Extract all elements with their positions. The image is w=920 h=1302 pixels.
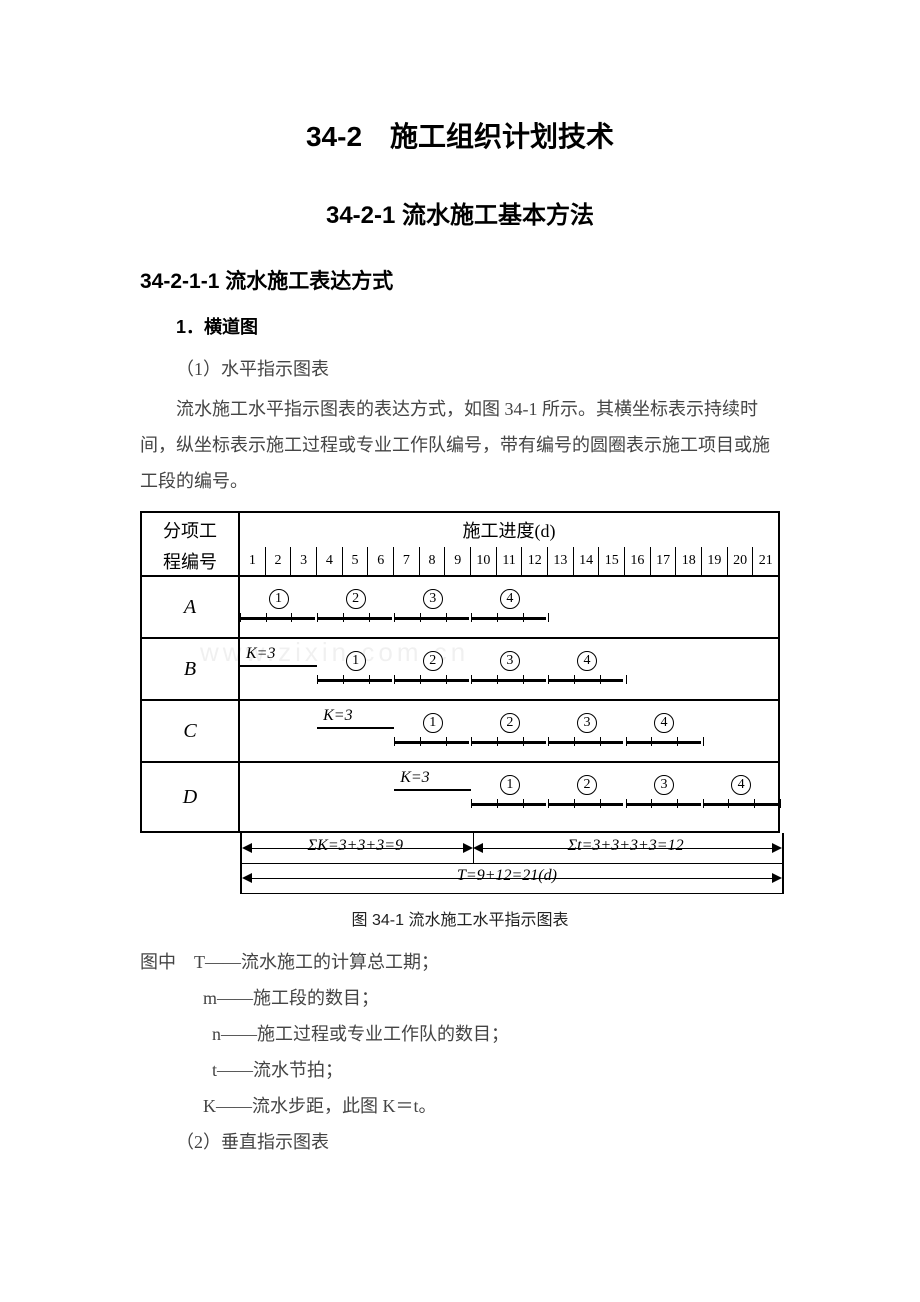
heading-bold-1: 1．横道图 <box>140 313 780 339</box>
paragraph: （2）垂直指示图表 <box>140 1124 780 1160</box>
k-label: K=3 <box>400 769 429 787</box>
legend-line: t——流水节拍； <box>140 1052 780 1088</box>
segment-number: 1 <box>500 775 520 795</box>
chart-row-canvas: 1 2 3 4 <box>240 577 780 639</box>
paragraph: （1）水平指示图表 <box>140 351 780 387</box>
chart-left-header: 分项工 <box>140 511 240 547</box>
segment-number: 4 <box>577 651 597 671</box>
chart-row-label: D <box>140 763 240 833</box>
formula-total: T=9+12=21(d) <box>457 867 557 885</box>
segment-number: 3 <box>423 589 443 609</box>
segment-number: 1 <box>423 713 443 733</box>
chart-day-tick: 1 <box>240 547 265 575</box>
chart-footer: ΣK=3+3+3=9 Σt=3+3+3+3=12 T=9+12=21(d) <box>240 833 784 894</box>
segment-number: 2 <box>423 651 443 671</box>
segment-number: 3 <box>577 713 597 733</box>
gantt-bar <box>548 803 623 806</box>
chart-day-tick: 15 <box>598 547 624 575</box>
gantt-chart: 分项工 施工进度(d) 程编号 123456789101112131415161… <box>140 511 780 894</box>
gantt-bar <box>626 741 701 744</box>
chart-day-tick: 7 <box>393 547 419 575</box>
chart-day-tick: 16 <box>624 547 650 575</box>
gantt-bar <box>471 679 546 682</box>
gantt-bar <box>317 617 392 620</box>
chart-row-canvas: K=3 1 2 3 4 <box>240 639 780 701</box>
page-title-h1: 34-2 施工组织计划技术 <box>140 115 780 155</box>
segment-number: 3 <box>654 775 674 795</box>
segment-number: 2 <box>500 713 520 733</box>
chart-top-header: 施工进度(d) <box>240 511 780 547</box>
gantt-bar <box>548 679 623 682</box>
page-title-h3: 34-2-1-1 流水施工表达方式 <box>140 265 780 295</box>
figure-caption: 图 34-1 流水施工水平指示图表 <box>140 906 780 930</box>
chart-row-label: B <box>140 639 240 701</box>
gantt-bar <box>317 679 392 682</box>
chart-day-tick: 9 <box>444 547 470 575</box>
formula-sigma-k: ΣK=3+3+3=9 <box>308 837 403 855</box>
gantt-bar <box>471 803 546 806</box>
chart-day-tick: 12 <box>521 547 547 575</box>
chart-day-tick: 3 <box>290 547 316 575</box>
k-label: K=3 <box>323 707 352 725</box>
chart-left-header: 程编号 <box>140 547 240 577</box>
page-title-h2: 34-2-1 流水施工基本方法 <box>140 195 780 230</box>
chart-day-tick: 19 <box>701 547 727 575</box>
chart-day-tick: 14 <box>573 547 599 575</box>
segment-number: 3 <box>500 651 520 671</box>
segment-number: 4 <box>731 775 751 795</box>
gantt-bar <box>394 617 469 620</box>
chart-day-tick: 10 <box>470 547 496 575</box>
segment-number: 1 <box>346 651 366 671</box>
chart-day-tick: 5 <box>342 547 368 575</box>
chart-day-tick: 2 <box>265 547 291 575</box>
gantt-bar <box>394 679 469 682</box>
gantt-bar <box>703 803 778 806</box>
chart-day-tick: 4 <box>316 547 342 575</box>
segment-number: 2 <box>346 589 366 609</box>
chart-tick-row: 123456789101112131415161718192021 <box>240 547 780 577</box>
chart-day-tick: 11 <box>496 547 522 575</box>
formula-sigma-t: Σt=3+3+3+3=12 <box>568 837 684 855</box>
gantt-bar <box>471 617 546 620</box>
legend-line: n——施工过程或专业工作队的数目； <box>140 1016 780 1052</box>
segment-number: 2 <box>577 775 597 795</box>
gantt-bar <box>548 741 623 744</box>
gantt-bar <box>626 803 701 806</box>
paragraph: 流水施工水平指示图表的表达方式，如图 34-1 所示。其横坐标表示持续时间，纵坐… <box>140 391 780 499</box>
chart-day-tick: 18 <box>675 547 701 575</box>
segment-number: 4 <box>500 589 520 609</box>
gantt-bar <box>471 741 546 744</box>
chart-day-tick: 20 <box>727 547 753 575</box>
gantt-bar <box>240 617 315 620</box>
gantt-bar <box>394 741 469 744</box>
segment-number: 1 <box>269 589 289 609</box>
legend-line: 图中 T——流水施工的计算总工期； <box>140 944 780 980</box>
chart-day-tick: 21 <box>752 547 778 575</box>
chart-day-tick: 13 <box>547 547 573 575</box>
chart-day-tick: 6 <box>367 547 393 575</box>
legend-line: K——流水步距，此图 K＝t。 <box>140 1088 780 1124</box>
chart-row-canvas: K=3 1 2 3 4 <box>240 701 780 763</box>
k-label: K=3 <box>246 645 275 663</box>
chart-day-tick: 17 <box>650 547 676 575</box>
chart-row-label: A <box>140 577 240 639</box>
chart-day-tick: 8 <box>419 547 445 575</box>
chart-row-label: C <box>140 701 240 763</box>
legend-line: m——施工段的数目； <box>140 980 780 1016</box>
chart-row-canvas: K=3 1 2 3 4 <box>240 763 780 833</box>
segment-number: 4 <box>654 713 674 733</box>
